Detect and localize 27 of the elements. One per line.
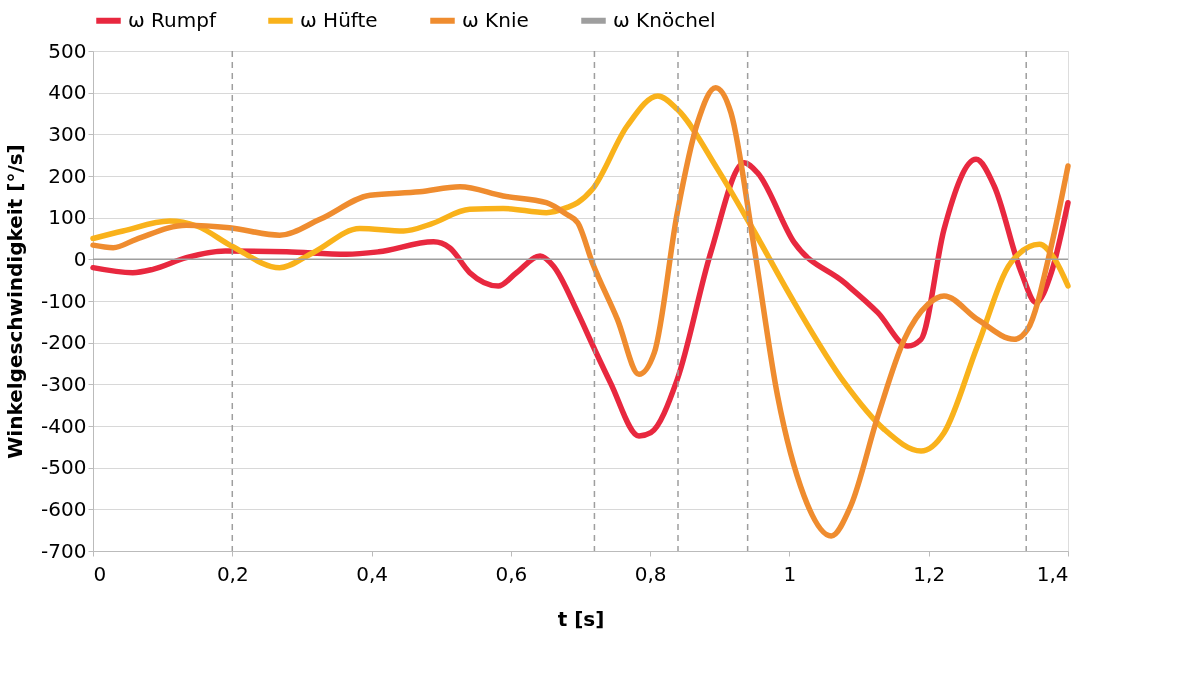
x-tick-label: 1 <box>783 561 797 586</box>
y-tick-label: -300 <box>41 371 87 396</box>
x-tick-label: 0,4 <box>356 561 388 586</box>
y-tick-label: 200 <box>48 163 87 188</box>
y-axis-title: Winkelgeschwindigkeit [°/s] <box>3 144 28 459</box>
y-tick-label: 100 <box>48 205 87 230</box>
x-tick-label: 0,8 <box>634 561 667 586</box>
y-tick-label: 400 <box>48 80 87 105</box>
y-tick-label: -600 <box>41 496 87 521</box>
y-tick-label: 0 <box>73 246 87 271</box>
legend-label: ω Rumpf <box>128 7 217 32</box>
y-tick-label: -100 <box>41 288 87 313</box>
y-tick-label: -500 <box>41 455 87 480</box>
x-axis-title: t [s] <box>557 606 605 631</box>
x-tick-label: 1,2 <box>913 561 946 586</box>
legend-label: ω Knöchel <box>613 7 716 32</box>
y-tick-label: 300 <box>48 121 87 146</box>
x-tick-label: 0 <box>93 561 107 586</box>
y-tick-label: -700 <box>41 538 87 563</box>
y-tick-label: -400 <box>41 413 87 438</box>
legend-label: ω Hüfte <box>300 7 378 32</box>
legend-label: ω Knie <box>462 7 529 32</box>
x-tick-label: 1,4 <box>1036 561 1069 586</box>
x-tick-label: 0,2 <box>216 561 249 586</box>
y-tick-label: 500 <box>48 38 87 63</box>
y-tick-label: -200 <box>41 330 87 355</box>
x-tick-label: 0,6 <box>495 561 528 586</box>
